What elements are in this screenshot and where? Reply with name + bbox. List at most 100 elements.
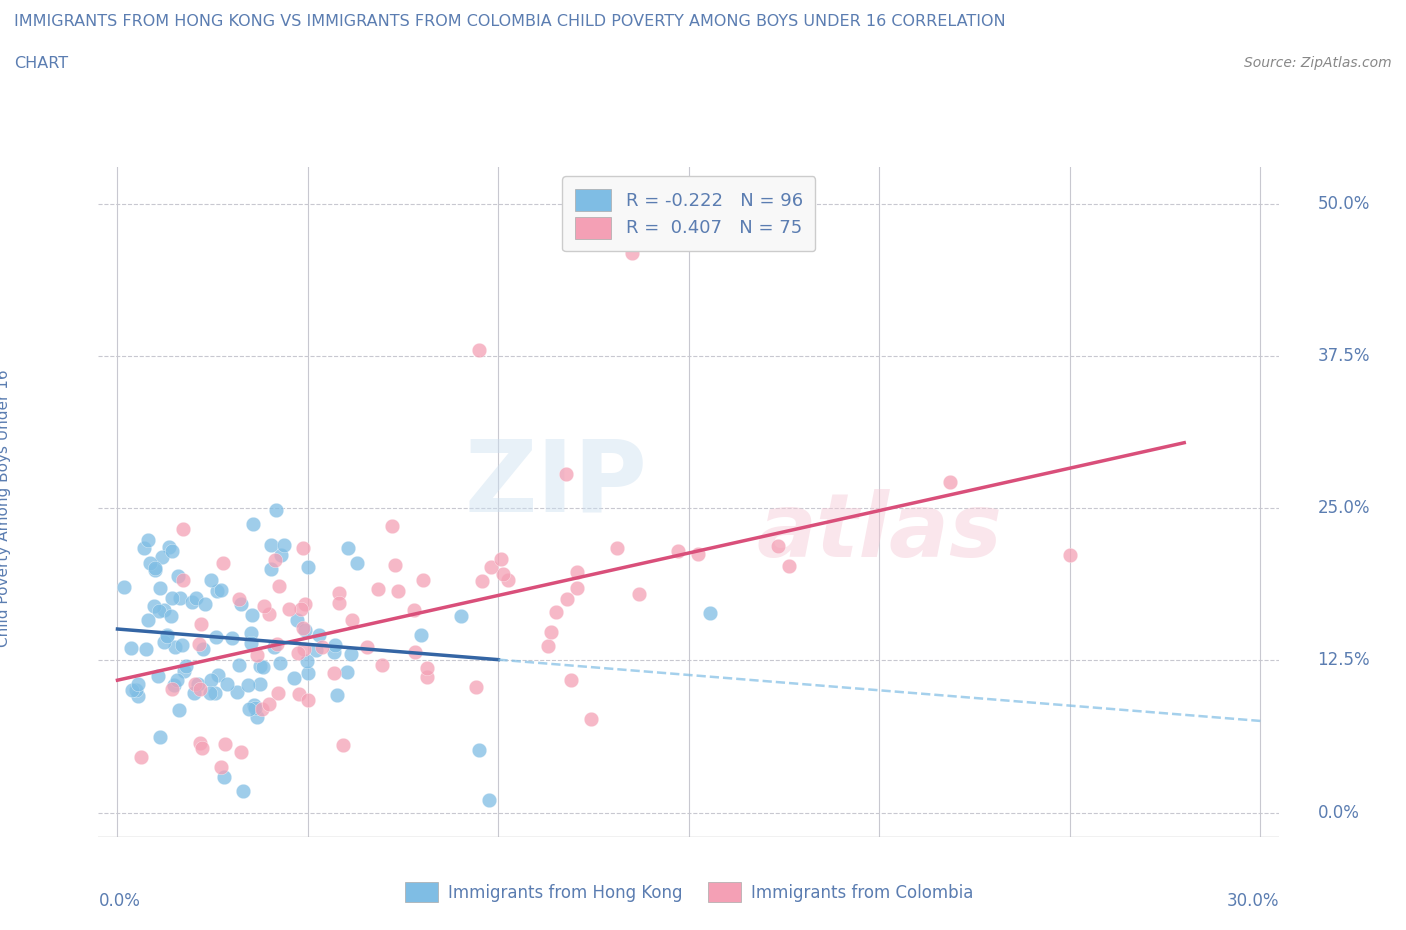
Point [242, 607, 264, 622]
Point [169, 591, 191, 605]
Point [471, 574, 494, 589]
Point [188, 682, 211, 697]
Point [229, 745, 252, 760]
Point [356, 640, 378, 655]
Point [183, 685, 205, 700]
Point [336, 664, 359, 679]
Point [200, 685, 222, 700]
Point [193, 642, 215, 657]
Point [242, 517, 264, 532]
Text: IMMIGRANTS FROM HONG KONG VS IMMIGRANTS FROM COLOMBIA CHILD POVERTY AMONG BOYS U: IMMIGRANTS FROM HONG KONG VS IMMIGRANTS … [14, 14, 1005, 29]
Point [232, 784, 254, 799]
Point [163, 639, 186, 654]
Point [225, 684, 247, 699]
Point [287, 686, 309, 701]
Point [540, 625, 562, 640]
Text: 0.0%: 0.0% [98, 892, 141, 910]
Text: 30.0%: 30.0% [1227, 892, 1279, 910]
Point [939, 474, 962, 489]
Point [204, 685, 226, 700]
Point [768, 538, 790, 553]
Point [228, 658, 250, 672]
Point [131, 750, 153, 764]
Point [297, 559, 319, 574]
Point [214, 769, 236, 784]
Point [190, 617, 212, 631]
Point [145, 563, 167, 578]
Point [181, 594, 204, 609]
Text: 0.0%: 0.0% [1317, 804, 1360, 821]
Text: Child Poverty Among Boys Under 16: Child Poverty Among Boys Under 16 [0, 369, 11, 647]
Point [246, 710, 269, 724]
Point [468, 342, 491, 357]
Point [252, 659, 274, 674]
Point [136, 613, 159, 628]
Point [337, 540, 360, 555]
Point [228, 591, 250, 606]
Point [145, 561, 167, 576]
Point [260, 561, 283, 576]
Point [173, 664, 195, 679]
Point [207, 668, 229, 683]
Point [699, 606, 721, 621]
Point [565, 565, 588, 579]
Point [342, 613, 364, 628]
Point [160, 591, 183, 605]
Point [236, 677, 259, 692]
Point [311, 639, 333, 654]
Point [209, 760, 232, 775]
Point [415, 670, 437, 684]
Point [184, 591, 207, 605]
Point [231, 597, 253, 612]
Point [246, 648, 269, 663]
Point [273, 538, 295, 552]
Point [221, 631, 243, 645]
Point [292, 641, 315, 656]
Point [464, 679, 486, 694]
Point [200, 672, 222, 687]
Text: ZIP: ZIP [464, 435, 647, 533]
Point [217, 676, 239, 691]
Text: 12.5%: 12.5% [1317, 652, 1371, 670]
Point [190, 736, 212, 751]
Point [290, 602, 312, 617]
Point [160, 543, 183, 558]
Point [127, 688, 149, 703]
Text: atlas: atlas [756, 489, 1002, 577]
Point [628, 587, 651, 602]
Point [257, 606, 280, 621]
Point [1059, 548, 1081, 563]
Point [412, 572, 434, 587]
Point [496, 572, 519, 587]
Point [402, 602, 425, 617]
Point [194, 596, 217, 611]
Point [555, 591, 578, 606]
Point [285, 613, 308, 628]
Point [326, 687, 349, 702]
Point [163, 678, 186, 693]
Point [560, 672, 582, 687]
Point [346, 556, 368, 571]
Point [149, 581, 172, 596]
Point [239, 625, 262, 640]
Point [323, 644, 346, 659]
Point [668, 544, 690, 559]
Point [409, 628, 432, 643]
Text: 25.0%: 25.0% [1317, 499, 1369, 517]
Point [294, 596, 316, 611]
Point [148, 604, 170, 618]
Point [167, 702, 190, 717]
Point [239, 635, 262, 650]
Text: 50.0%: 50.0% [1317, 195, 1369, 213]
Point [174, 658, 197, 673]
Text: Source: ZipAtlas.com: Source: ZipAtlas.com [1244, 56, 1392, 70]
Point [156, 628, 179, 643]
Point [134, 642, 156, 657]
Point [127, 676, 149, 691]
Point [565, 580, 588, 595]
Point [160, 681, 183, 696]
Point [263, 639, 285, 654]
Point [294, 622, 316, 637]
Point [367, 581, 389, 596]
Point [153, 634, 176, 649]
